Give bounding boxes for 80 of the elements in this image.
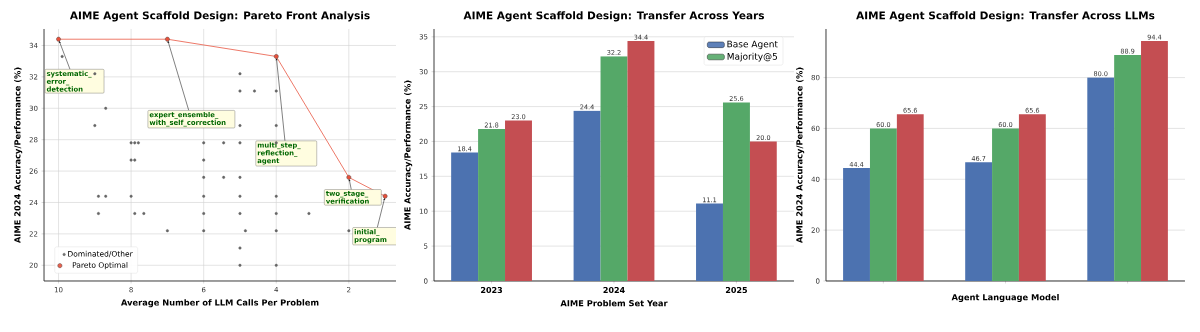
point [202,229,206,233]
point [56,36,61,42]
bar [1114,54,1142,281]
bar [505,120,532,281]
point [96,211,100,215]
point [129,194,133,198]
point [202,211,206,215]
point [133,141,137,145]
bar [992,128,1019,281]
point [96,194,100,198]
point [202,194,206,198]
point [307,211,311,215]
chart-title: AIME Agent Scaffold Design: Transfer Across Years [463,11,765,22]
point [274,194,278,198]
bar [1141,40,1168,281]
point [129,158,133,162]
point [238,263,242,267]
point [238,141,242,145]
point [133,211,137,215]
point [243,229,247,233]
point [93,72,97,76]
point [202,175,206,179]
point [238,246,242,250]
bar [451,152,479,281]
x-tick-label: 2025 [725,287,748,294]
legend-label: Base Agent [727,40,778,50]
point [238,124,242,128]
point [274,124,278,128]
point [238,211,242,215]
point [202,158,206,162]
y-axis-title: AIME 2024 Accuracy/Performance (%) [14,67,23,244]
point [202,141,206,145]
bar [696,203,723,281]
y-axis-title: AIME Accuracy/Performance (%) [404,80,413,231]
bar [843,168,870,281]
x-axis-title: AIME Problem Set Year [560,299,668,307]
point [273,54,279,59]
point [238,175,242,179]
bar [1018,114,1046,281]
point [238,72,242,76]
point [238,194,242,198]
x-axis-title: Average Number of LLM Calls Per Problem [120,299,319,308]
point [222,175,226,179]
bar [896,114,924,281]
bar [573,110,601,281]
bar [749,141,777,281]
point [136,141,140,145]
point [382,193,388,199]
chart-title: AIME Agent Scaffold Design: Transfer Across LLMs [856,11,1155,22]
bar [627,40,655,281]
chart-title: AIME Agent Scaffold Design: Pareto Front Analysis [69,11,370,22]
bar [869,128,897,281]
x-tick-label: 2023 [481,287,503,294]
point [142,211,146,215]
point [60,54,64,58]
bar [1087,77,1115,281]
point [165,229,169,233]
point [222,141,226,145]
point [274,229,278,233]
y-axis-title: AIME 2024 Accuracy/Performance (%) [796,67,805,244]
point [274,89,278,93]
x-tick-label: 2024 [603,287,625,294]
bar [722,102,750,281]
point [104,194,108,198]
point [93,124,97,128]
point [252,89,256,93]
bar [600,56,628,281]
point [347,229,351,233]
point [129,141,133,145]
point [238,89,242,93]
x-axis-title: Agent Language Model [951,293,1059,302]
point [346,175,352,180]
point [133,158,137,162]
bar [965,162,993,281]
point [274,263,278,267]
legend-label: Majority@5 [727,52,778,62]
point [165,36,170,42]
point [104,106,108,110]
point [274,211,278,215]
bar [478,128,506,281]
